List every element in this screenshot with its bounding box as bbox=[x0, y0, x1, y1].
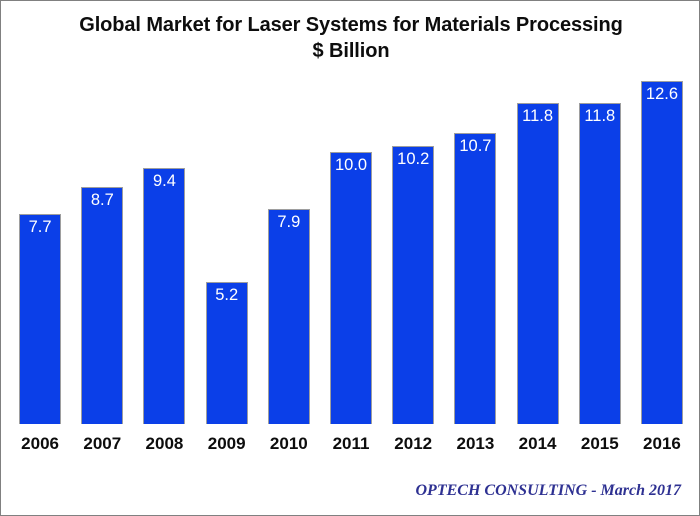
bar-value-label: 11.8 bbox=[584, 106, 616, 125]
chart-title-line-1: Global Market for Laser Systems for Mate… bbox=[79, 14, 623, 36]
axis-tick-label: 2016 bbox=[643, 434, 681, 453]
bar-series: 7.7 8.7 9.4 5.2 7.9 bbox=[9, 81, 693, 424]
bar-slot: 10.2 bbox=[382, 81, 444, 424]
bar-slot: 12.6 bbox=[631, 81, 693, 424]
bar-value-label: 7.7 bbox=[28, 218, 52, 237]
bar[interactable]: 11.8 bbox=[516, 102, 559, 424]
bar-value-label: 10.7 bbox=[459, 136, 492, 155]
axis-tick-label: 2013 bbox=[456, 434, 495, 453]
axis-tick-label: 2010 bbox=[269, 434, 308, 453]
bar-value-label: 5.2 bbox=[215, 286, 239, 305]
bar-slot: 10.0 bbox=[320, 81, 382, 424]
bar-slot: 5.2 bbox=[196, 81, 258, 424]
bar-slot: 11.8 bbox=[569, 81, 631, 424]
bar[interactable]: 9.4 bbox=[143, 168, 186, 424]
bar-value-label: 8.7 bbox=[90, 191, 114, 210]
axis-tick-label: 2011 bbox=[332, 434, 370, 453]
axis-tick-label: 2007 bbox=[83, 434, 122, 453]
bar-slot: 9.4 bbox=[133, 81, 195, 424]
bar-value-label: 7.9 bbox=[277, 212, 301, 231]
bar-slot: 8.7 bbox=[71, 81, 133, 424]
axis-tick-label: 2008 bbox=[145, 434, 184, 453]
bar-value-label: 10.2 bbox=[397, 150, 430, 169]
axis-tick-label: 2006 bbox=[21, 434, 59, 453]
bar[interactable]: 11.8 bbox=[578, 102, 621, 424]
plot-area: 7.7 8.7 9.4 5.2 7.9 bbox=[9, 81, 693, 424]
bar-value-label: 11.8 bbox=[522, 106, 554, 125]
axis-tick-label: 2014 bbox=[518, 434, 557, 453]
bar-slot: 7.7 bbox=[9, 81, 71, 424]
bar-slot: 11.8 bbox=[507, 81, 569, 424]
bar[interactable]: 12.6 bbox=[640, 81, 683, 424]
bar[interactable]: 7.9 bbox=[267, 208, 310, 424]
bar-value-label: 9.4 bbox=[153, 172, 176, 191]
axis-tick-label: 2015 bbox=[580, 434, 619, 453]
category-axis: 2006 2007 2008 2009 2010 2011 2012 2013 … bbox=[9, 433, 693, 455]
bar[interactable]: 10.2 bbox=[392, 146, 435, 424]
chart-title-line-2: $ Billion bbox=[312, 40, 390, 62]
bar-value-label: 12.6 bbox=[645, 85, 679, 103]
bar-value-label: 10.0 bbox=[334, 155, 368, 174]
bar[interactable]: 10.0 bbox=[330, 151, 373, 424]
axis-tick-label: 2009 bbox=[207, 434, 246, 453]
bar-slot: 7.9 bbox=[258, 81, 320, 424]
bar[interactable]: 5.2 bbox=[205, 282, 248, 424]
axis-tick-label: 2012 bbox=[394, 434, 433, 453]
source-credit: OPTECH CONSULTING - March 2017 bbox=[415, 482, 682, 499]
bar[interactable]: 8.7 bbox=[81, 187, 124, 424]
bar[interactable]: 10.7 bbox=[454, 132, 497, 424]
chart-title: Global Market for Laser Systems for Mate… bbox=[1, 12, 699, 64]
bar-slot: 10.7 bbox=[444, 81, 506, 424]
bar[interactable]: 7.7 bbox=[19, 214, 62, 424]
